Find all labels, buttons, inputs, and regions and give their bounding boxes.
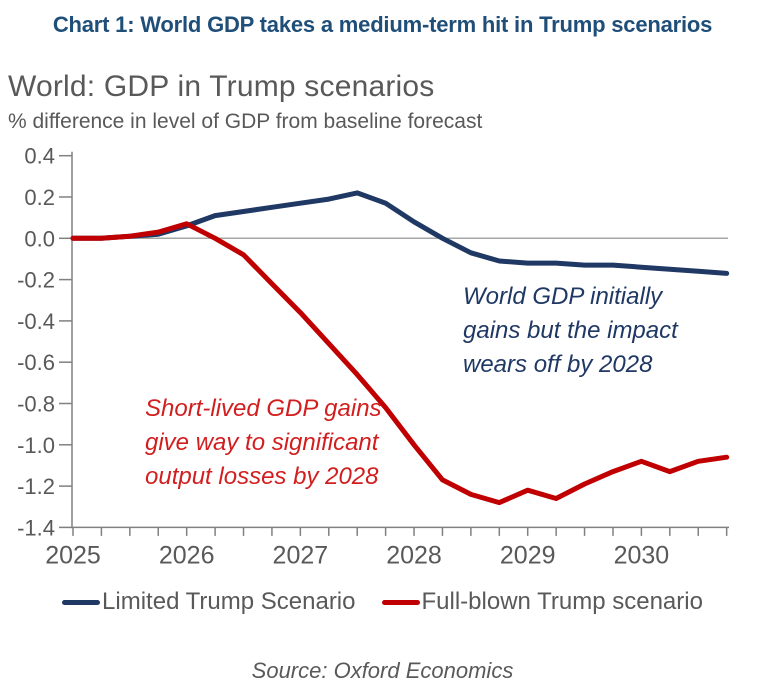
chart-legend: Limited Trump Scenario Full-blown Trump …: [0, 588, 765, 616]
annotation-full-blown-scenario: Short-lived GDP gains give way to signif…: [145, 395, 382, 490]
chart-title: World: GDP in Trump scenarios: [8, 70, 435, 103]
x-tick-label: 2029: [500, 541, 556, 569]
legend-item-full-blown-trump-scenario: Full-blown Trump scenario: [381, 588, 703, 616]
annotation-limited-scenario: World GDP initially gains but the impact…: [463, 283, 678, 378]
x-tick-label: 2025: [45, 541, 101, 569]
legend-item-limited-trump-scenario: Limited Trump Scenario: [62, 588, 356, 616]
x-tick-label: 2030: [614, 541, 670, 569]
legend-label-full-blown-trump-scenario: Full-blown Trump scenario: [421, 588, 703, 615]
chart-subtitle: % difference in level of GDP from baseli…: [8, 110, 483, 133]
legend-line-swatch-red-icon: [381, 599, 420, 605]
legend-label-limited-trump-scenario: Limited Trump Scenario: [102, 588, 356, 615]
y-tick-label: -0.4: [17, 309, 55, 334]
x-tick-label: 2028: [386, 541, 442, 569]
y-tick-label: -0.6: [17, 350, 55, 375]
y-tick-label: -1.2: [17, 474, 55, 499]
series-line-full-blown-trump-scenario: [70, 221, 730, 506]
legend-line-swatch-navy-icon: [62, 599, 101, 605]
y-tick-label: -1.0: [17, 433, 55, 458]
source-text: Source: Oxford Economics: [251, 658, 514, 683]
y-tick-label: -0.2: [17, 268, 55, 293]
y-tick-label: 0.2: [24, 185, 55, 210]
y-tick-label: 0.0: [24, 226, 55, 251]
y-tick-label: 0.4: [24, 144, 55, 169]
chart-header: Chart 1: World GDP takes a medium-term h…: [52, 12, 713, 37]
x-tick-label: 2027: [273, 541, 329, 569]
series-line-limited-trump-scenario: [70, 190, 730, 276]
y-tick-label: -0.8: [17, 392, 55, 417]
y-tick-label: -1.4: [17, 515, 55, 540]
x-tick-label: 2026: [159, 541, 215, 569]
